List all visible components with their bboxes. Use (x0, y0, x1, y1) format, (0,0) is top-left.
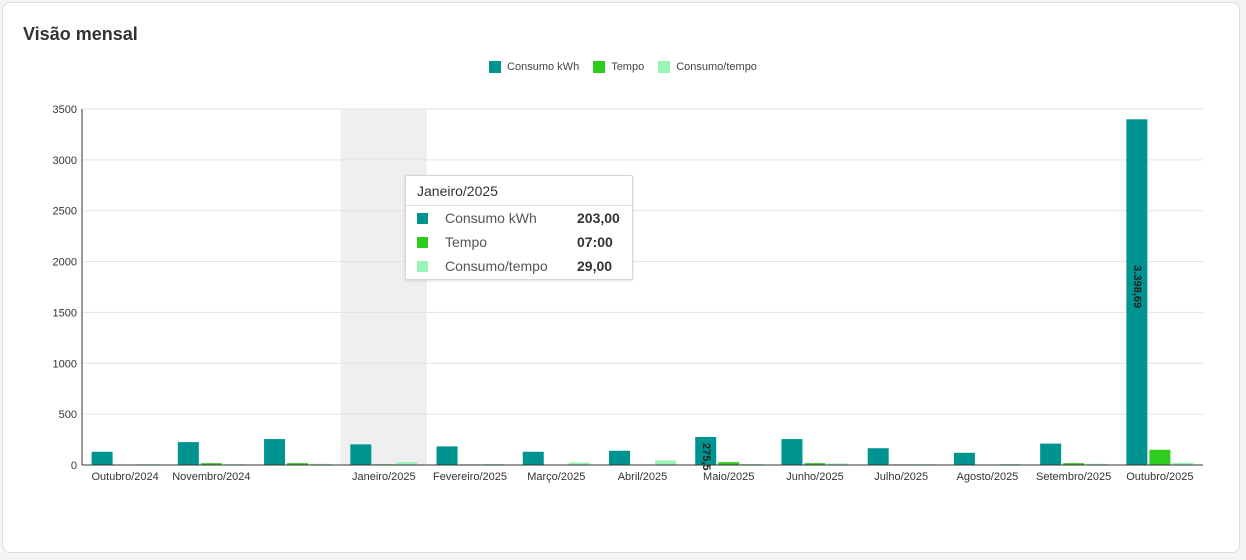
tooltip-row-tempo: Tempo 07:00 (406, 230, 632, 254)
tooltip-swatch (417, 260, 428, 272)
bar-consumo-kwh (1040, 443, 1062, 465)
x-tick-label: Janeiro/2025 (352, 471, 416, 483)
tooltip-value: 203,00 (577, 210, 620, 226)
y-tick-label: 500 (59, 409, 77, 421)
bar-consumo-tempo (741, 463, 763, 465)
x-tick-label: Fevereiro/2025 (433, 471, 507, 483)
card-title: Visão mensal (23, 24, 138, 44)
x-tick-label: Agosto/2025 (957, 471, 1019, 483)
tooltip-label: Tempo (445, 234, 488, 250)
bar-consumo-kwh (522, 451, 544, 465)
y-tick-label: 2000 (53, 257, 77, 269)
bar-consumo-kwh (695, 436, 717, 465)
bar-consumo-tempo (568, 462, 590, 465)
bar-consumo-tempo (1172, 462, 1194, 465)
x-tick-label: Novembro/2024 (172, 471, 250, 483)
bar-tempo (1149, 449, 1171, 465)
legend-item-tempo[interactable]: Tempo (593, 61, 644, 73)
legend-label: Tempo (611, 61, 645, 73)
bar-consumo-tempo (999, 463, 1021, 465)
y-tick-label: 1000 (53, 358, 77, 370)
chart-tooltip: Janeiro/2025 Consumo kWh 203,00 Tempo 07… (405, 175, 633, 280)
bar-consumo-kwh (867, 448, 889, 465)
legend-label: Consumo kWh (507, 61, 580, 73)
legend-item-consumo-tempo[interactable]: Consumo/tempo (658, 61, 757, 73)
bar-consumo-kwh (781, 439, 803, 465)
chart-legend: Consumo kWh Tempo Consumo/tempo (0, 61, 1246, 73)
bar-consumo-tempo (396, 462, 418, 465)
y-tick-label: 1500 (53, 307, 77, 319)
bar-consumo-tempo (482, 463, 504, 465)
bar-consumo-kwh (609, 450, 630, 465)
x-tick-label: Abril/2025 (618, 471, 668, 483)
x-tick-label: Junho/2025 (786, 471, 844, 483)
bar-consumo-kwh (436, 446, 458, 465)
tooltip-swatch (417, 212, 428, 224)
bar-consumo-tempo (655, 460, 676, 465)
bar-consumo-kwh (350, 444, 372, 465)
tooltip-row-consumo-tempo: Consumo/tempo 29,00 (406, 254, 632, 278)
y-tick-label: 3500 (53, 104, 77, 116)
data-label: 275,5 (700, 443, 712, 471)
y-tick-label: 3000 (53, 155, 77, 167)
legend-item-consumo-kwh[interactable]: Consumo kWh (489, 61, 579, 73)
y-tick-label: 0 (71, 460, 77, 472)
legend-swatch (489, 61, 502, 73)
bar-consumo-tempo (310, 463, 332, 465)
tooltip-swatch (417, 236, 428, 248)
legend-swatch (658, 61, 671, 73)
tooltip-title: Janeiro/2025 (406, 176, 632, 206)
tooltip-value: 07:00 (577, 234, 613, 250)
bar-tempo (200, 463, 222, 465)
data-label: 3.398,69 (1131, 265, 1143, 308)
bar-consumo-kwh (91, 451, 113, 465)
bar-consumo-kwh (1126, 119, 1148, 465)
x-tick-label: Março/2025 (527, 471, 585, 483)
y-tick-label: 2500 (53, 206, 77, 218)
bar-tempo (287, 463, 309, 465)
x-tick-label: Julho/2025 (874, 471, 928, 483)
bar-consumo-kwh (264, 439, 286, 465)
tooltip-label: Consumo kWh (445, 210, 537, 226)
tooltip-label: Consumo/tempo (445, 258, 548, 274)
x-tick-label: Setembro/2025 (1036, 471, 1111, 483)
x-tick-label: Outubro/2025 (1126, 471, 1193, 483)
legend-swatch (593, 61, 606, 73)
bar-tempo (804, 463, 826, 465)
bar-consumo-kwh (177, 442, 199, 465)
x-tick-label: Outubro/2024 (91, 471, 158, 483)
bar-tempo (718, 462, 740, 465)
bar-consumo-tempo (1086, 463, 1108, 465)
tooltip-value: 29,00 (577, 258, 613, 274)
legend-label: Consumo/tempo (676, 61, 757, 73)
bar-tempo (1063, 463, 1085, 465)
tooltip-row-consumo-kwh: Consumo kWh 203,00 (406, 206, 632, 230)
x-tick-label: Maio/2025 (703, 471, 754, 483)
highlight-band (340, 109, 427, 465)
bar-consumo-kwh (953, 452, 975, 465)
bar-consumo-tempo (827, 463, 849, 465)
